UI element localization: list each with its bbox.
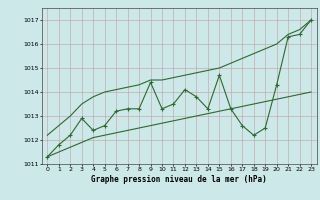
- X-axis label: Graphe pression niveau de la mer (hPa): Graphe pression niveau de la mer (hPa): [91, 175, 267, 184]
